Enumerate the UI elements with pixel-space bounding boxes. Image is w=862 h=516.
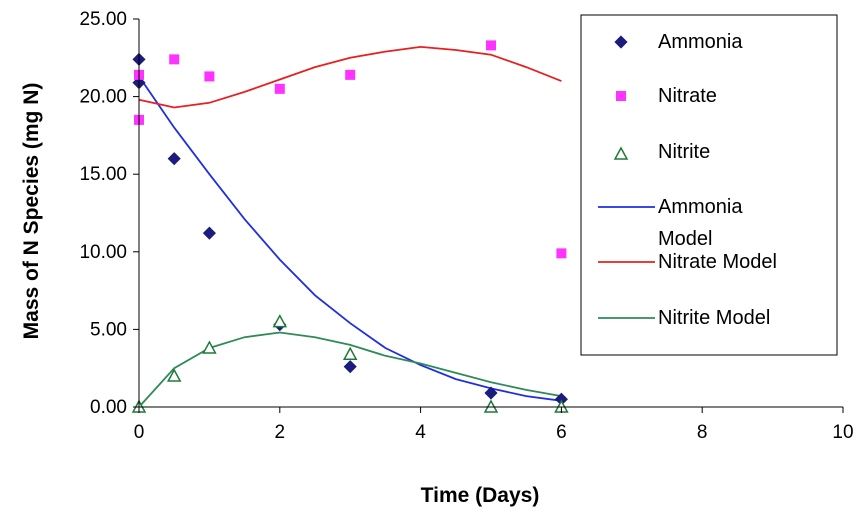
legend-marker-nitrite (613, 146, 629, 160)
data-point-ammonia (167, 152, 181, 166)
x-axis-title: Time (Days) (421, 484, 540, 507)
legend-label: Nitrite Model (658, 307, 770, 329)
legend-label: Nitrate (658, 85, 717, 107)
y-tick-label: 0.00 (90, 397, 127, 418)
data-point-nitrite (166, 368, 182, 382)
legend-label: Nitrite (658, 141, 710, 163)
legend-marker-nitrate (616, 91, 626, 101)
legend: Ammonia Nitrate Nitrite Ammonia ModelNitrate… (580, 14, 838, 356)
data-point-ammonia (484, 386, 498, 400)
data-point-nitrite (272, 314, 288, 328)
legend-box (580, 14, 838, 356)
data-point-nitrate (345, 69, 356, 80)
data-point-nitrate (169, 54, 180, 65)
y-tick-label: 5.00 (90, 319, 127, 340)
series-layer (131, 40, 569, 413)
x-tick-label: 2 (275, 422, 286, 443)
data-point-ammonia (202, 226, 216, 240)
data-point-nitrite (202, 340, 217, 354)
data-point-nitrate (486, 40, 496, 51)
y-tick-label: 20.00 (79, 87, 127, 108)
data-point-nitrate (204, 71, 215, 82)
x-tick-label: 8 (697, 422, 708, 443)
legend-label: Nitrate Model (658, 251, 777, 273)
data-point-nitrate (556, 248, 567, 259)
y-tick-label: 10.00 (79, 242, 127, 263)
y-tick-label: 15.00 (79, 164, 127, 185)
y-tick-label: 25.00 (79, 9, 127, 30)
x-tick-label: 6 (556, 422, 567, 443)
legend-label: Ammonia Model (658, 196, 743, 250)
legend-label: Ammonia (658, 31, 743, 53)
data-point-ammonia (343, 360, 357, 374)
data-point-nitrite (342, 346, 358, 360)
data-point-nitrate (274, 83, 285, 94)
x-tick-label: 10 (832, 422, 853, 443)
axes-layer: 0.00 5.00 10.00 15.00 20.00 25.00 0 2 4 6 8 10 (79, 9, 853, 443)
legend-marker-ammonia (614, 35, 628, 49)
y-axis-title: Mass of N Species (mg N) (20, 83, 43, 340)
x-tick-label: 4 (415, 422, 426, 443)
series-line-nitrate-model (138, 45, 562, 109)
x-tick-label: 0 (134, 422, 145, 443)
